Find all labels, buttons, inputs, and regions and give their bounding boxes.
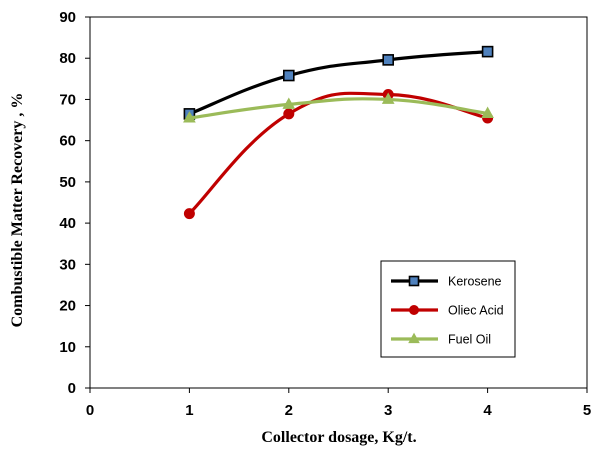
legend-item-kerosene: Kerosene: [391, 275, 502, 289]
legend-item-fuel-oil: Fuel Oil: [391, 333, 491, 347]
y-tick-label: 20: [59, 298, 76, 315]
y-axis-title: Combustible Matter Recovery , %: [9, 93, 26, 328]
series-oliec-acid: [183, 88, 494, 220]
x-tick-label: 3: [384, 402, 392, 419]
plot-frame: [89, 16, 588, 389]
y-tick-label: 0: [68, 380, 76, 397]
fuel-oil-marker: [408, 332, 420, 344]
fuel-oil-marker: [282, 97, 296, 109]
y-tick-label: 30: [59, 256, 76, 273]
oliec-acid-line: [187, 91, 490, 216]
oliec-acid-marker: [409, 305, 419, 315]
kerosene-marker: [408, 275, 420, 287]
y-axis-ticks: 0 10 20 30 40 50 60 70 80 90: [59, 9, 90, 397]
x-axis-ticks: 0 1 2 3 4 5: [86, 388, 591, 419]
y-tick-label: 80: [59, 50, 76, 67]
x-tick-label: 1: [185, 402, 193, 419]
series-kerosene: [183, 45, 494, 120]
y-tick-label: 60: [59, 133, 76, 150]
fuel-oil-marker: [183, 111, 196, 123]
series-layer: [183, 45, 494, 220]
kerosene-marker: [481, 45, 494, 58]
kerosene-line: [187, 50, 490, 116]
x-tick-label: 2: [285, 402, 293, 419]
x-tick-label: 0: [86, 402, 94, 419]
x-axis-title: Collector dosage, Kg/t.: [261, 429, 416, 446]
fuel-oil-marker: [481, 106, 494, 118]
y-tick-label: 10: [59, 339, 76, 356]
fuel-oil-marker: [381, 92, 395, 104]
oliec-acid-marker: [283, 108, 295, 120]
kerosene-marker: [282, 69, 295, 82]
legend-item-oliec-acid: Oliec Acid: [391, 304, 504, 318]
legend: Kerosene Oliec Acid Fuel Oil: [380, 260, 516, 358]
y-tick-label: 40: [59, 215, 76, 232]
legend-label-kerosene: Kerosene: [448, 275, 502, 289]
plot-area: [89, 16, 588, 389]
kerosene-marker: [382, 54, 395, 66]
y-tick-label: 50: [59, 174, 76, 191]
fuel-oil-line: [187, 97, 490, 120]
x-tick-label: 4: [483, 402, 492, 419]
y-tick-label: 70: [59, 91, 76, 108]
oliec-acid-marker: [183, 208, 195, 220]
y-tick-label: 90: [59, 9, 76, 26]
x-tick-label: 5: [583, 402, 591, 419]
legend-label-oliec-acid: Oliec Acid: [448, 304, 504, 318]
legend-label-fuel-oil: Fuel Oil: [448, 333, 491, 347]
series-fuel-oil: [183, 92, 494, 123]
